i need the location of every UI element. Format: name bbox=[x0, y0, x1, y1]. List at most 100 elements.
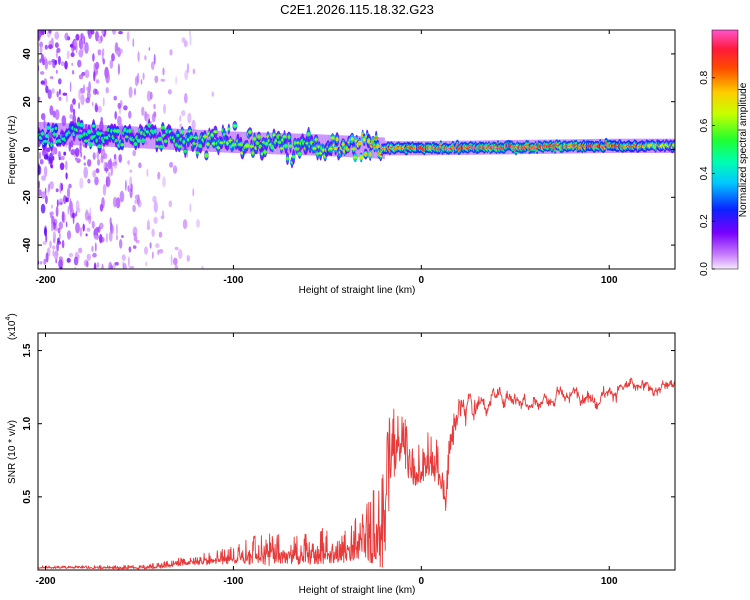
spectrogram-band-cell bbox=[163, 140, 168, 143]
spectrogram-band-cell bbox=[350, 138, 355, 140]
spectrogram-band-halo bbox=[49, 122, 53, 144]
spectrogram-noise-cell bbox=[158, 249, 164, 254]
snr-chart: -200 -100 0 100 0.5 1.0 1.5 Height of straigh… bbox=[5, 313, 676, 596]
spectrogram-noise-cell bbox=[173, 257, 178, 266]
spectrogram-band-cell bbox=[213, 130, 218, 133]
spectrogram-noise-cell bbox=[175, 75, 177, 85]
spectrogram-noise-cell bbox=[48, 156, 51, 165]
spectrogram-band-halo bbox=[150, 127, 154, 149]
spectrogram-noise-cell bbox=[128, 86, 133, 98]
spectrogram-noise-cell bbox=[151, 61, 155, 70]
spectrogram-noise-cell bbox=[100, 155, 104, 164]
spectrogram-noise-cell bbox=[38, 96, 41, 101]
spectrogram-noise-cell bbox=[41, 191, 46, 199]
spectrogram-noise-cell bbox=[103, 152, 108, 160]
spectrogram-noise-cell bbox=[96, 90, 99, 95]
spectrogram-noise-cell bbox=[170, 254, 173, 266]
spectrogram-noise-cell bbox=[83, 155, 86, 160]
spectrogram-noise-cell bbox=[105, 71, 110, 84]
spectrogram-noise-cell bbox=[69, 114, 74, 119]
spectrogram-noise-cell bbox=[83, 36, 86, 45]
spectrogram-noise-cell bbox=[162, 67, 165, 76]
spectrogram-noise-cell bbox=[189, 34, 192, 46]
spectrogram-noise-cell bbox=[132, 245, 137, 249]
spectrogram-noise-cell bbox=[72, 98, 76, 105]
colorbar: 0.0 0.2 0.4 0.6 0.8 Normalized spectral ampl… bbox=[699, 29, 749, 276]
spectrogram-noise-cell bbox=[39, 159, 44, 165]
spectrogram-band-cell bbox=[288, 144, 293, 148]
spectrogram-noise-cell bbox=[75, 33, 80, 41]
spectrogram-band-cell bbox=[257, 136, 261, 138]
spectrogram-noise-cell bbox=[38, 189, 42, 197]
spectrogram-band-cell bbox=[147, 124, 152, 127]
spectrogram-noise-cell bbox=[62, 92, 68, 96]
spectrogram-noise-cell bbox=[57, 237, 60, 243]
spectrogram-band-halo bbox=[147, 127, 151, 149]
spectrogram-noise-cell bbox=[42, 241, 47, 245]
spectrogram-noise-cell bbox=[51, 88, 55, 94]
spectrogram-noise-cell bbox=[78, 247, 83, 254]
spectrogram-noise-cell bbox=[60, 61, 65, 67]
spectrogram-noise-cell bbox=[140, 79, 143, 85]
spectrogram-noise-cell bbox=[66, 187, 71, 199]
spectrogram-band-cell bbox=[91, 124, 96, 128]
spectrogram-band-cell bbox=[262, 141, 265, 144]
spectrogram-noise-cell bbox=[87, 159, 92, 167]
spectrogram-noise-cell bbox=[181, 37, 186, 43]
spectrogram-noise-cell bbox=[163, 103, 166, 114]
spectrogram-band-cell bbox=[312, 147, 317, 150]
spectrogram-band-cell bbox=[335, 138, 339, 141]
spectrogram-band-cell bbox=[270, 146, 275, 149]
spectrogram-noise-cell bbox=[69, 81, 72, 93]
spectrogram-noise-cell bbox=[148, 47, 151, 51]
spectrogram-noise-cell bbox=[182, 219, 188, 230]
spectrogram-band-cell bbox=[96, 132, 100, 135]
spectrogram-noise-cell bbox=[169, 49, 173, 56]
spectrogram-noise-cell bbox=[97, 226, 101, 233]
spectrogram-noise-cell bbox=[174, 264, 178, 269]
spectrogram-noise-cell bbox=[129, 169, 133, 173]
spectrogram-noise-cell bbox=[146, 168, 149, 177]
spectrogram-noise-cell bbox=[66, 230, 72, 240]
spectrogram-band-cell bbox=[216, 146, 221, 149]
spectrogram-noise-cell bbox=[44, 58, 48, 70]
spectrogram-noise-cell bbox=[134, 87, 136, 96]
spectrogram-band-cell bbox=[282, 135, 287, 138]
spectrogram-band-cell bbox=[272, 134, 276, 137]
snr-x-tick-label: 100 bbox=[601, 576, 618, 587]
spectrogram-band-cell bbox=[284, 145, 288, 147]
spectrogram-band-halo bbox=[336, 135, 340, 157]
spectrogram-noise-cell bbox=[44, 227, 47, 237]
spectrogram-noise-cell bbox=[126, 31, 130, 42]
spectrogram-x-tick-label: -100 bbox=[223, 275, 243, 286]
spectrogram-band-cell bbox=[159, 145, 164, 148]
spectrogram-noise-cell bbox=[52, 249, 55, 257]
spectrogram-noise-cell bbox=[153, 103, 156, 110]
spectrogram-noise-cell bbox=[179, 115, 182, 122]
spectrogram-noise-cell bbox=[121, 235, 124, 238]
spectrogram-noise-cell bbox=[82, 223, 85, 232]
spectrogram-noise-cell bbox=[54, 31, 60, 40]
spectrogram-band-cell bbox=[287, 136, 291, 138]
spectrogram-x-axis-label: Height of straight line (km) bbox=[299, 285, 416, 296]
spectrogram-noise-cell bbox=[134, 194, 140, 201]
spectrogram-band-cell bbox=[279, 147, 284, 150]
spectrogram-band-cell bbox=[40, 132, 45, 135]
spectrogram-noise-cell bbox=[132, 149, 136, 157]
spectrogram-noise-cell bbox=[94, 104, 99, 113]
spectrogram-noise-cell bbox=[141, 106, 145, 117]
spectrogram-noise-cell bbox=[43, 78, 48, 87]
spectrogram-noise-cell bbox=[78, 89, 81, 100]
spectrogram-noise-cell bbox=[58, 96, 62, 101]
spectrogram-band-cell bbox=[76, 122, 81, 126]
spectrogram-noise-cell bbox=[65, 95, 69, 103]
spectrogram-noise-cell bbox=[97, 105, 102, 113]
spectrogram-band-cell bbox=[362, 138, 367, 141]
spectrogram-marks bbox=[38, 30, 675, 269]
spectrogram-x-tick-label: 100 bbox=[601, 275, 618, 286]
spectrogram-noise-cell bbox=[169, 161, 174, 168]
spectrogram-band-cell bbox=[376, 145, 380, 148]
spectrogram-band-cell bbox=[182, 141, 186, 143]
spectrogram-noise-cell bbox=[49, 240, 52, 249]
